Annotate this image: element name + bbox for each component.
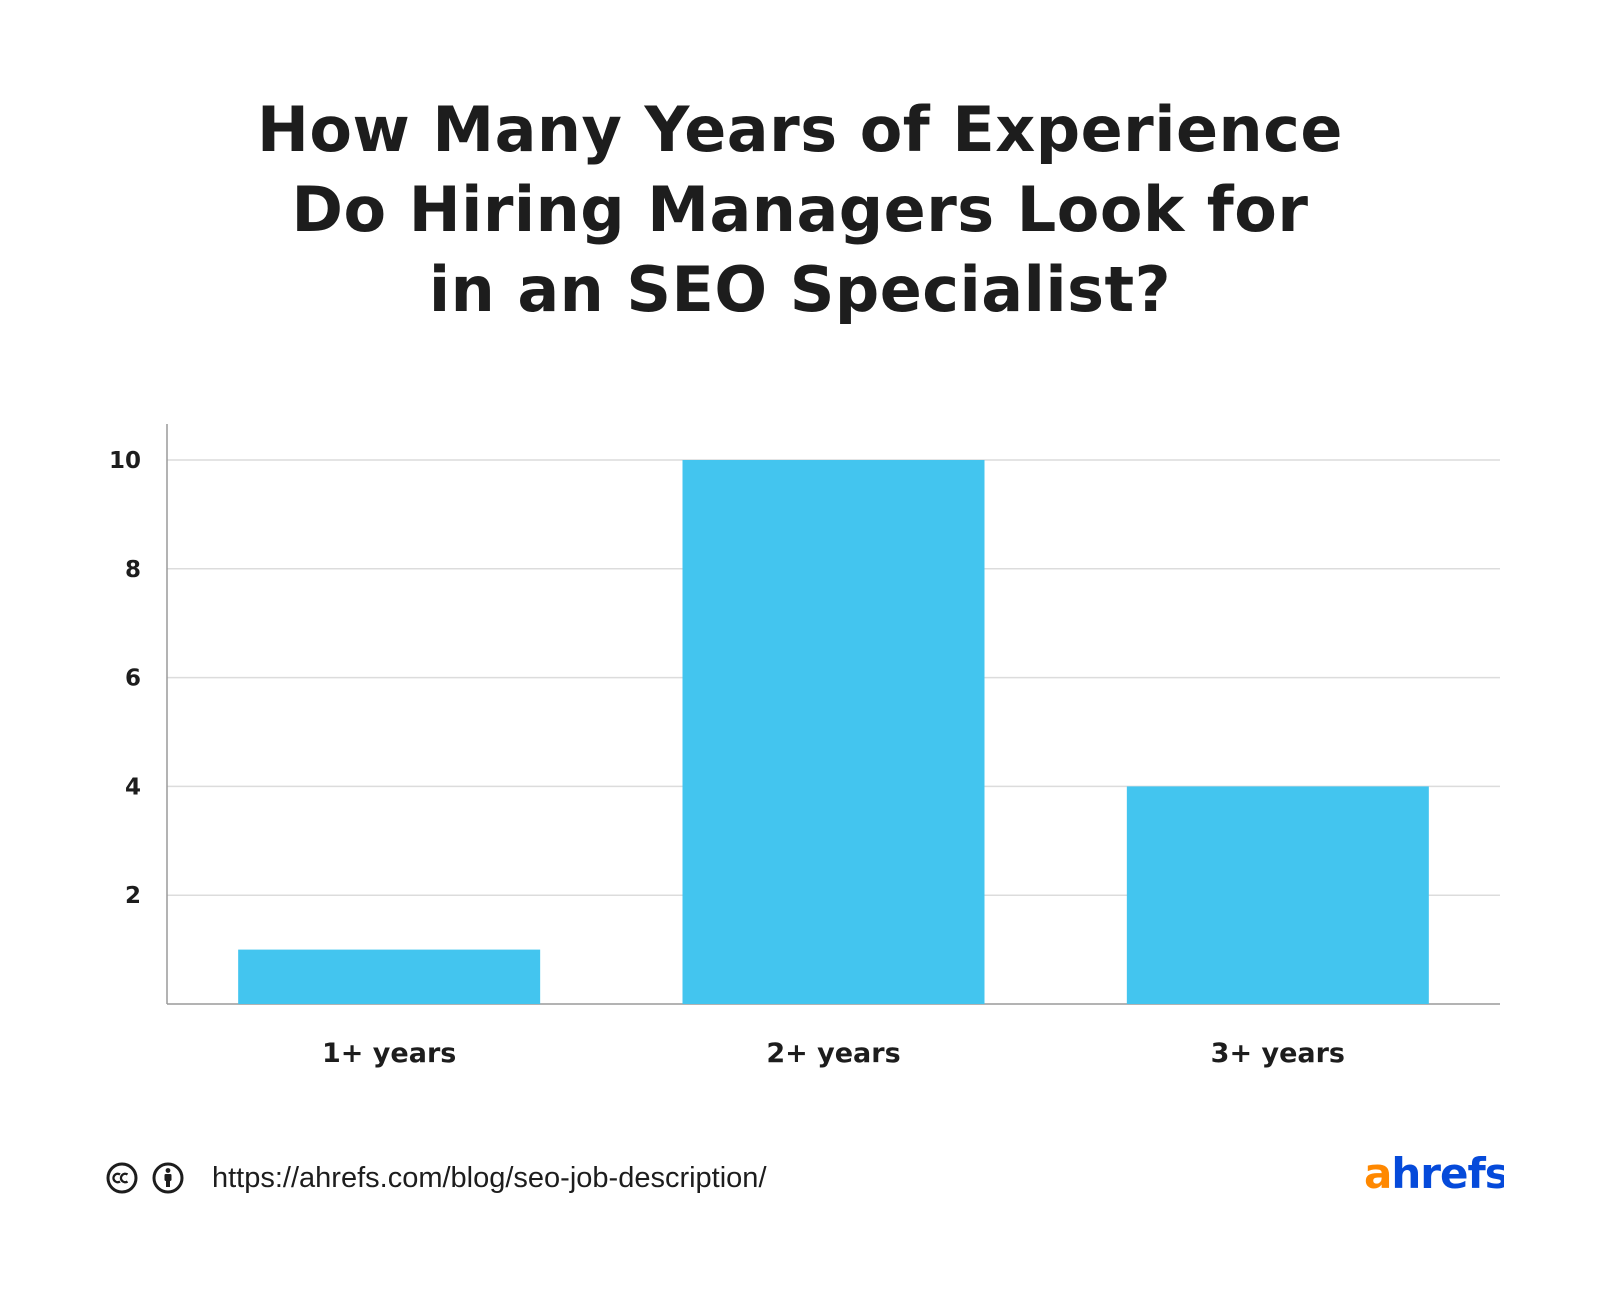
logo-hrefs: hrefs — [1391, 1149, 1504, 1198]
y-tick-label: 4 — [125, 774, 141, 800]
source-url[interactable]: https://ahrefs.com/blog/seo-job-descript… — [212, 1161, 767, 1194]
bar — [1126, 786, 1429, 1004]
footer: https://ahrefs.com/blog/seo-job-descript… — [106, 1158, 767, 1198]
y-tick-label: 10 — [109, 448, 141, 474]
svg-text:ahrefs: ahrefs — [1364, 1149, 1504, 1198]
chart-title-line-1: How Many Years of Experience — [257, 93, 1343, 166]
creative-commons-icon — [106, 1162, 138, 1194]
x-tick-label: 2+ years — [766, 1038, 900, 1069]
ahrefs-logo: ahrefs — [1364, 1149, 1504, 1198]
y-tick-label: 8 — [125, 557, 141, 583]
bar — [682, 460, 985, 1004]
bar — [238, 949, 541, 1004]
x-tick-label: 1+ years — [322, 1038, 456, 1069]
x-tick-label: 3+ years — [1211, 1038, 1345, 1069]
bar-chart: 2 4 6 8 10 1+ years 2+ years 3+ years — [109, 424, 1500, 1069]
y-tick-label: 2 — [125, 883, 141, 909]
chart-title-line-3: in an SEO Specialist? — [428, 253, 1172, 326]
y-tick-label: 6 — [125, 666, 141, 692]
logo-a: a — [1364, 1149, 1391, 1198]
chart-title: How Many Years of Experience Do Hiring M… — [0, 90, 1600, 330]
attribution-icon — [152, 1162, 184, 1194]
chart-title-line-2: Do Hiring Managers Look for — [291, 173, 1309, 246]
